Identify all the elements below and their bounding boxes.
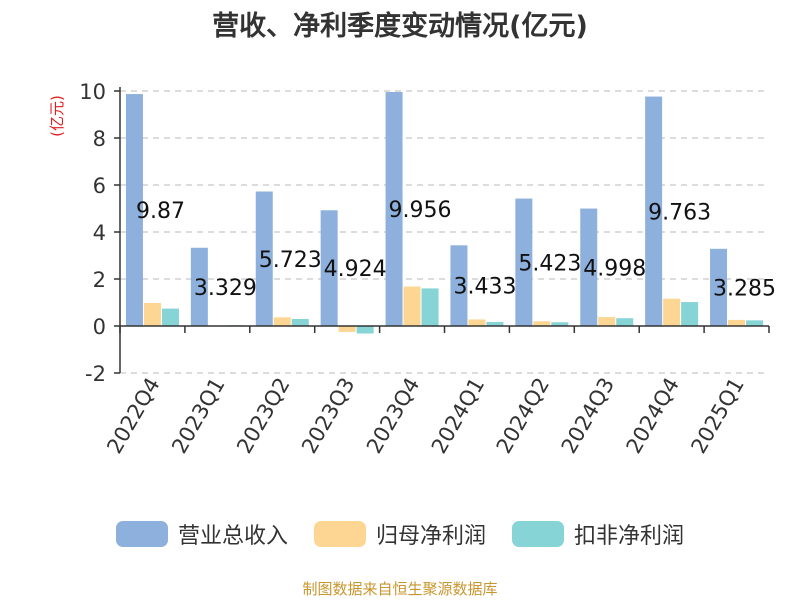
bar-营业总收入-2023Q3 bbox=[320, 210, 338, 326]
y-axis-label: (亿元) bbox=[48, 95, 66, 137]
bar-扣非净利润-2022Q4 bbox=[161, 308, 179, 326]
bar-归母净利润-2024Q1 bbox=[468, 319, 486, 326]
bars-layer bbox=[125, 92, 764, 334]
legend-label: 归母净利润 bbox=[375, 524, 486, 549]
x-tick-label: 2024Q4 bbox=[622, 374, 684, 458]
bar-营业总收入-2024Q3 bbox=[580, 208, 598, 326]
bar-营业总收入-2023Q2 bbox=[255, 191, 273, 326]
x-tick-label: 2025Q1 bbox=[686, 374, 748, 458]
x-tick-label: 2024Q1 bbox=[427, 374, 489, 458]
data-label: 3.433 bbox=[453, 275, 516, 300]
y-tick-label: 2 bbox=[93, 268, 106, 292]
data-label: 4.924 bbox=[324, 257, 387, 282]
legend-label: 扣非净利润 bbox=[574, 524, 685, 549]
bar-营业总收入-2023Q1 bbox=[190, 247, 208, 326]
data-label: 9.956 bbox=[389, 198, 452, 223]
bar-归母净利润-2024Q4 bbox=[663, 298, 681, 326]
bar-扣非净利润-2024Q1 bbox=[486, 322, 504, 326]
bar-扣非净利润-2025Q1 bbox=[746, 320, 764, 326]
data-label: 9.763 bbox=[648, 200, 711, 225]
legend-item[interactable]: 营业总收入 bbox=[115, 518, 288, 550]
legend-swatch bbox=[512, 521, 564, 547]
y-tick-label: 6 bbox=[93, 174, 106, 198]
data-label: 5.423 bbox=[518, 251, 581, 276]
chart-title: 营收、净利季度变动情况(亿元) bbox=[212, 11, 588, 42]
bar-营业总收入-2024Q4 bbox=[645, 96, 663, 326]
bar-归母净利润-2025Q1 bbox=[728, 319, 746, 326]
data-label: 3.329 bbox=[194, 276, 257, 301]
bar-扣非净利润-2023Q3 bbox=[356, 326, 374, 334]
x-tick-label: 2024Q2 bbox=[492, 374, 554, 458]
bar-归母净利润-2024Q2 bbox=[533, 321, 551, 326]
bar-归母净利润-2023Q3 bbox=[338, 326, 356, 332]
x-tick-label: 2023Q3 bbox=[297, 374, 359, 458]
bar-归母净利润-2022Q4 bbox=[143, 302, 161, 326]
bar-营业总收入-2024Q1 bbox=[450, 245, 468, 326]
bar-扣非净利润-2024Q3 bbox=[616, 318, 634, 326]
legend-swatch bbox=[115, 521, 168, 547]
legend-swatch bbox=[313, 521, 366, 547]
legend-item[interactable]: 归母净利润 bbox=[313, 518, 486, 550]
x-tick-label: 2024Q3 bbox=[557, 374, 619, 458]
bar-营业总收入-2023Q4 bbox=[385, 92, 403, 326]
x-tick-label: 2022Q4 bbox=[102, 374, 164, 458]
data-label: 5.723 bbox=[259, 248, 322, 273]
data-source-note: 制图数据来自恒生聚源数据库 bbox=[302, 580, 498, 598]
bar-扣非净利润-2023Q2 bbox=[291, 318, 309, 326]
legend-item[interactable]: 扣非净利润 bbox=[512, 518, 684, 550]
data-label: 9.87 bbox=[136, 199, 185, 224]
data-label: 3.285 bbox=[713, 276, 776, 301]
bar-归母净利润-2023Q4 bbox=[403, 286, 421, 326]
bar-扣非净利润-2023Q4 bbox=[421, 288, 439, 326]
data-label: 4.998 bbox=[583, 256, 646, 281]
bar-归母净利润-2023Q2 bbox=[273, 317, 291, 326]
y-tick-label: 0 bbox=[93, 315, 106, 339]
y-tick-label: 8 bbox=[93, 127, 106, 151]
bar-归母净利润-2024Q3 bbox=[598, 317, 616, 326]
bar-营业总收入-2024Q2 bbox=[515, 198, 533, 326]
y-tick-label: -2 bbox=[85, 362, 106, 386]
y-tick-label: 4 bbox=[93, 221, 106, 245]
y-tick-label: 10 bbox=[79, 80, 106, 104]
bar-营业总收入-2025Q1 bbox=[710, 248, 728, 326]
x-tick-label: 2023Q4 bbox=[362, 374, 424, 458]
bar-扣非净利润-2024Q2 bbox=[551, 322, 569, 326]
x-tick-label: 2023Q2 bbox=[232, 374, 294, 458]
bar-扣非净利润-2024Q4 bbox=[681, 302, 699, 326]
bar-营业总收入-2022Q4 bbox=[125, 94, 143, 327]
legend: 营业总收入 归母净利润 扣非净利润 bbox=[0, 518, 800, 550]
x-tick-label: 2023Q1 bbox=[167, 374, 229, 458]
legend-label: 营业总收入 bbox=[177, 524, 288, 549]
